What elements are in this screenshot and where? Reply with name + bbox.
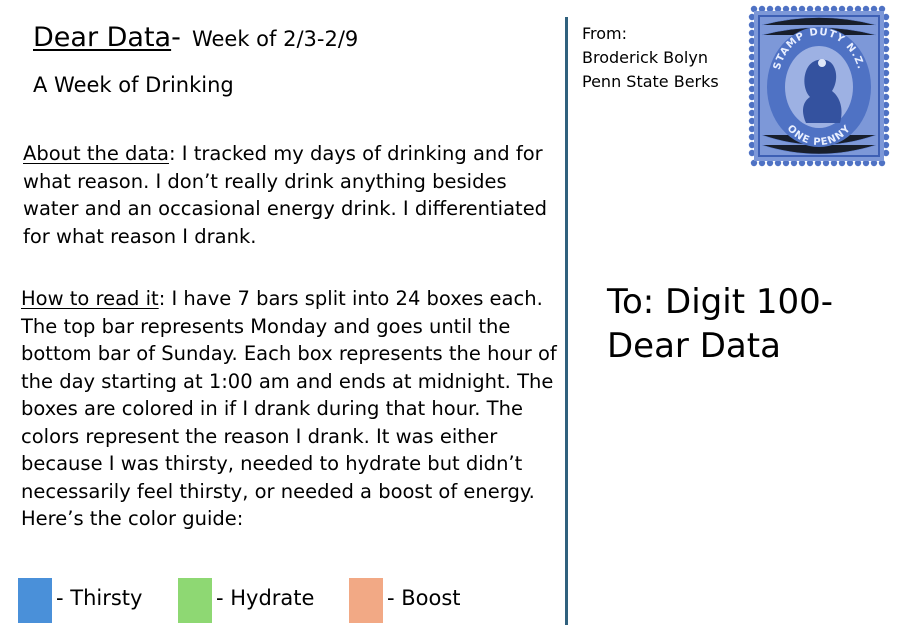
about-paragraph: About the data: I tracked my days of dri…: [23, 140, 568, 250]
subtitle: A Week of Drinking: [33, 73, 234, 97]
sender-school: Penn State Berks: [582, 72, 719, 91]
stamp-frame: [758, 15, 880, 157]
thirsty-swatch: [18, 578, 52, 623]
hydrate-swatch: [178, 578, 212, 623]
stamp-perforation: [748, 5, 890, 167]
boost-label: - Boost: [387, 586, 461, 610]
how-to-read-paragraph: How to read it: I have 7 bars split into…: [21, 285, 561, 533]
sender-name: Broderick Bolyn: [582, 48, 708, 67]
hydrate-label: - Hydrate: [216, 586, 315, 610]
to-address: To: Digit 100- Dear Data: [607, 282, 834, 366]
page-title: Dear Data: [33, 22, 172, 53]
how-to-read-text: : I have 7 bars split into 24 boxes each…: [21, 287, 557, 530]
postcard-divider: [565, 17, 568, 625]
boost-swatch: [349, 578, 383, 623]
about-text: : I tracked my days of drinking and for …: [23, 142, 548, 248]
from-label: From:: [582, 24, 628, 43]
thirsty-label: - Thirsty: [56, 586, 143, 610]
week-range: Week of 2/3-2/9: [191, 27, 359, 51]
about-heading: About the data: [23, 142, 169, 165]
how-to-read-heading: How to read it: [21, 287, 159, 310]
stamp-crown: [818, 59, 826, 67]
queen-portrait: [803, 59, 842, 123]
from-address: From: Broderick Bolyn Penn State Berks: [582, 22, 719, 94]
title-line: Dear Data- Week of 2/3-2/9: [33, 22, 358, 53]
title-dash: -: [171, 22, 181, 53]
postage-stamp-icon: STAMP DUTY N.Z. ONE PENNY: [748, 5, 890, 167]
